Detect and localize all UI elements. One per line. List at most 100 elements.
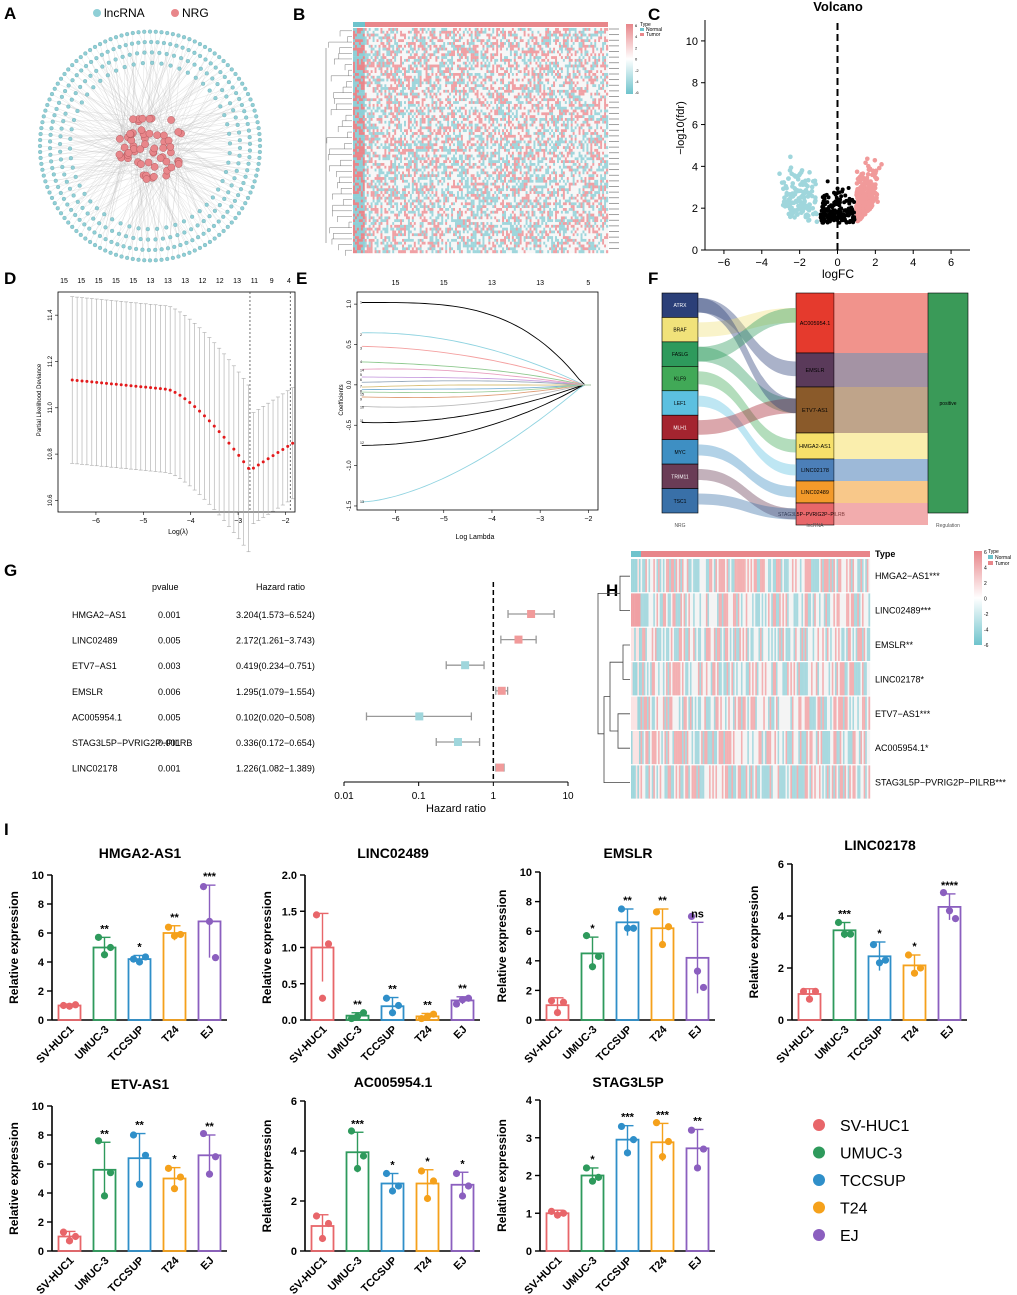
heatmap-b-cell <box>453 56 456 60</box>
dendro-b-branch <box>340 159 352 166</box>
lncrna-node <box>89 59 94 64</box>
lncrna-node <box>201 81 206 86</box>
heatmap-b-cell <box>445 39 448 43</box>
heatmap-b-cell <box>386 56 389 60</box>
heatmap-b-cell <box>396 44 399 48</box>
heatmap-b-cell <box>490 70 493 74</box>
heatmap-b-cell <box>507 70 511 74</box>
heatmap-b-cell <box>449 106 452 110</box>
heatmap-b-cell <box>431 39 434 43</box>
heatmap-b-cell <box>398 61 401 65</box>
heatmap-b-cell <box>423 75 426 79</box>
heatmap-b-cell <box>431 30 434 34</box>
heatmap-b-cell <box>468 56 471 60</box>
heatmap-b-cell <box>582 103 585 107</box>
heatmap-b-cell <box>462 67 466 71</box>
heatmap-b-cell <box>386 33 389 37</box>
heatmap-b-cell <box>435 39 438 43</box>
heatmap-b-cell <box>543 36 546 40</box>
heatmap-b-cell <box>374 33 377 37</box>
heatmap-b-cell <box>470 39 473 43</box>
heatmap-b-cell <box>606 78 609 82</box>
heatmap-b-cell <box>539 103 542 107</box>
heatmap-b-cell <box>470 109 473 113</box>
heatmap-b-cell <box>523 42 526 46</box>
network-edge <box>119 64 134 139</box>
heatmap-b-cell <box>529 115 532 119</box>
heatmap-b-cell <box>409 75 413 79</box>
heatmap-b-cell <box>509 98 513 102</box>
heatmap-b-cell <box>470 73 473 77</box>
heatmap-b-cell <box>480 109 483 113</box>
heatmap-b-cell <box>543 58 546 62</box>
heatmap-b-cell <box>362 109 365 113</box>
heatmap-b-cell <box>374 118 377 122</box>
heatmap-b-cell <box>427 98 430 102</box>
heatmap-b-cell <box>470 28 473 32</box>
heatmap-b-cell <box>398 78 401 82</box>
heatmap-b-cell <box>535 84 538 88</box>
heatmap-b-cell <box>431 92 434 96</box>
heatmap-b-cell <box>413 98 416 102</box>
heatmap-b-cell <box>380 75 383 79</box>
heatmap-b-cell <box>460 106 464 110</box>
heatmap-b-cell <box>588 53 591 57</box>
heatmap-b-cell <box>460 75 464 79</box>
heatmap-b-cell <box>402 39 405 43</box>
heatmap-b-cell <box>598 81 601 85</box>
heatmap-b-cell <box>429 109 432 113</box>
heatmap-b-cell <box>394 103 397 107</box>
heatmap-b-cell <box>490 95 493 99</box>
heatmap-b-cell <box>372 106 375 110</box>
heatmap-b-cell <box>433 58 436 62</box>
heatmap-b-cell <box>488 75 491 79</box>
heatmap-b-cell <box>596 56 599 60</box>
heatmap-b-cell <box>354 61 358 65</box>
heatmap-b-cell <box>372 95 375 99</box>
heatmap-b-cell <box>409 95 413 99</box>
heatmap-b-cell <box>492 106 495 110</box>
heatmap-b-cell <box>445 109 448 113</box>
heatmap-b-cell <box>551 103 554 107</box>
heatmap-b-cell <box>456 42 460 46</box>
heatmap-b-cell <box>604 98 607 102</box>
heatmap-b-cell <box>517 112 520 116</box>
heatmap-b-cell <box>484 75 487 79</box>
heatmap-b-cell <box>411 39 415 43</box>
heatmap-b-cell <box>460 56 464 60</box>
heatmap-b-cell <box>353 50 356 54</box>
heatmap-b-cell <box>590 53 593 57</box>
heatmap-b-cell <box>433 84 436 88</box>
heatmap-b-cell <box>533 39 536 43</box>
heatmap-b-cell <box>382 89 385 93</box>
heatmap-b-cell <box>396 28 399 32</box>
heatmap-b-cell <box>547 67 550 71</box>
heatmap-b-cell <box>539 78 542 82</box>
heatmap-b-cell <box>441 115 444 119</box>
heatmap-b-cell <box>378 75 381 79</box>
heatmap-b-cell <box>421 50 424 54</box>
heatmap-b-cell <box>509 101 513 105</box>
heatmap-b-cell <box>586 78 589 82</box>
heatmap-b-cell <box>513 103 517 107</box>
heatmap-b-cell <box>535 67 538 71</box>
heatmap-b-cell <box>405 84 409 88</box>
heatmap-b-cell <box>529 98 532 102</box>
heatmap-b-cell <box>525 115 528 119</box>
heatmap-b-cell <box>519 36 522 40</box>
heatmap-b-cell <box>382 118 385 122</box>
heatmap-b-cell <box>433 112 436 116</box>
heatmap-b-cell <box>496 44 499 48</box>
heatmap-b-cell <box>498 36 501 40</box>
heatmap-b-cell <box>541 67 544 71</box>
heatmap-b-cell <box>427 89 430 93</box>
heatmap-b-cell <box>504 109 507 113</box>
heatmap-b-cell <box>515 47 518 51</box>
heatmap-b-cell <box>451 36 454 40</box>
heatmap-b-cell <box>356 64 360 68</box>
heatmap-b-cell <box>466 84 469 88</box>
heatmap-b-cell <box>568 89 571 93</box>
heatmap-b-cell <box>396 33 399 37</box>
heatmap-b-cell <box>566 42 569 46</box>
heatmap-b-cell <box>364 115 367 119</box>
